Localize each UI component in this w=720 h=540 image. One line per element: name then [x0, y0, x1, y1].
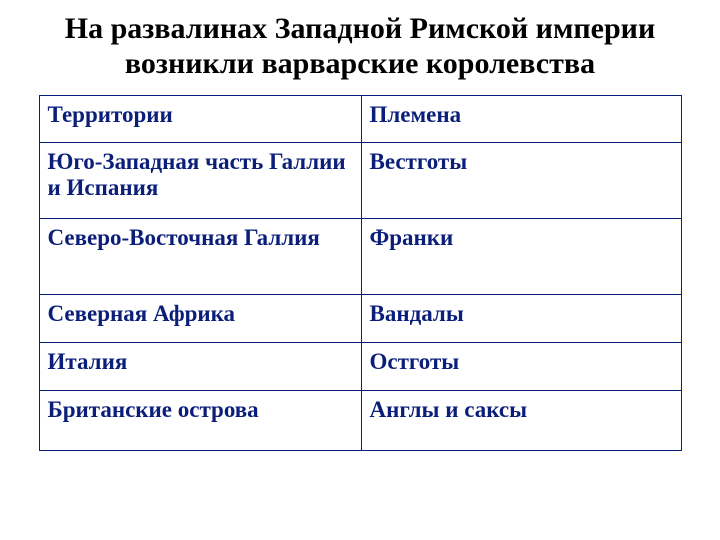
territories-table: Территории Племена Юго-Западная часть Га…	[39, 95, 682, 451]
table-cell: Северная Африка	[39, 295, 361, 343]
table-row: Территории Племена	[39, 96, 681, 143]
table-cell: Остготы	[361, 343, 681, 391]
table-cell: Англы и саксы	[361, 391, 681, 451]
table-body: Территории Племена Юго-Западная часть Га…	[39, 96, 681, 451]
table-row: Северо-Восточная Галлия Франки	[39, 219, 681, 295]
table-cell: Британские острова	[39, 391, 361, 451]
table-row: Британские острова Англы и саксы	[39, 391, 681, 451]
table-cell: Италия	[39, 343, 361, 391]
table-cell: Вандалы	[361, 295, 681, 343]
table-row: Северная Африка Вандалы	[39, 295, 681, 343]
table-cell: Северо-Восточная Галлия	[39, 219, 361, 295]
table-cell: Вестготы	[361, 143, 681, 219]
table-cell: Племена	[361, 96, 681, 143]
table-cell: Франки	[361, 219, 681, 295]
table-row: Италия Остготы	[39, 343, 681, 391]
table-row: Юго-Западная часть Галлии и Испания Вест…	[39, 143, 681, 219]
slide-page: На развалинах Западной Римской империи в…	[0, 0, 720, 540]
page-title: На развалинах Западной Римской империи в…	[0, 12, 720, 81]
table-cell: Юго-Западная часть Галлии и Испания	[39, 143, 361, 219]
table-cell: Территории	[39, 96, 361, 143]
